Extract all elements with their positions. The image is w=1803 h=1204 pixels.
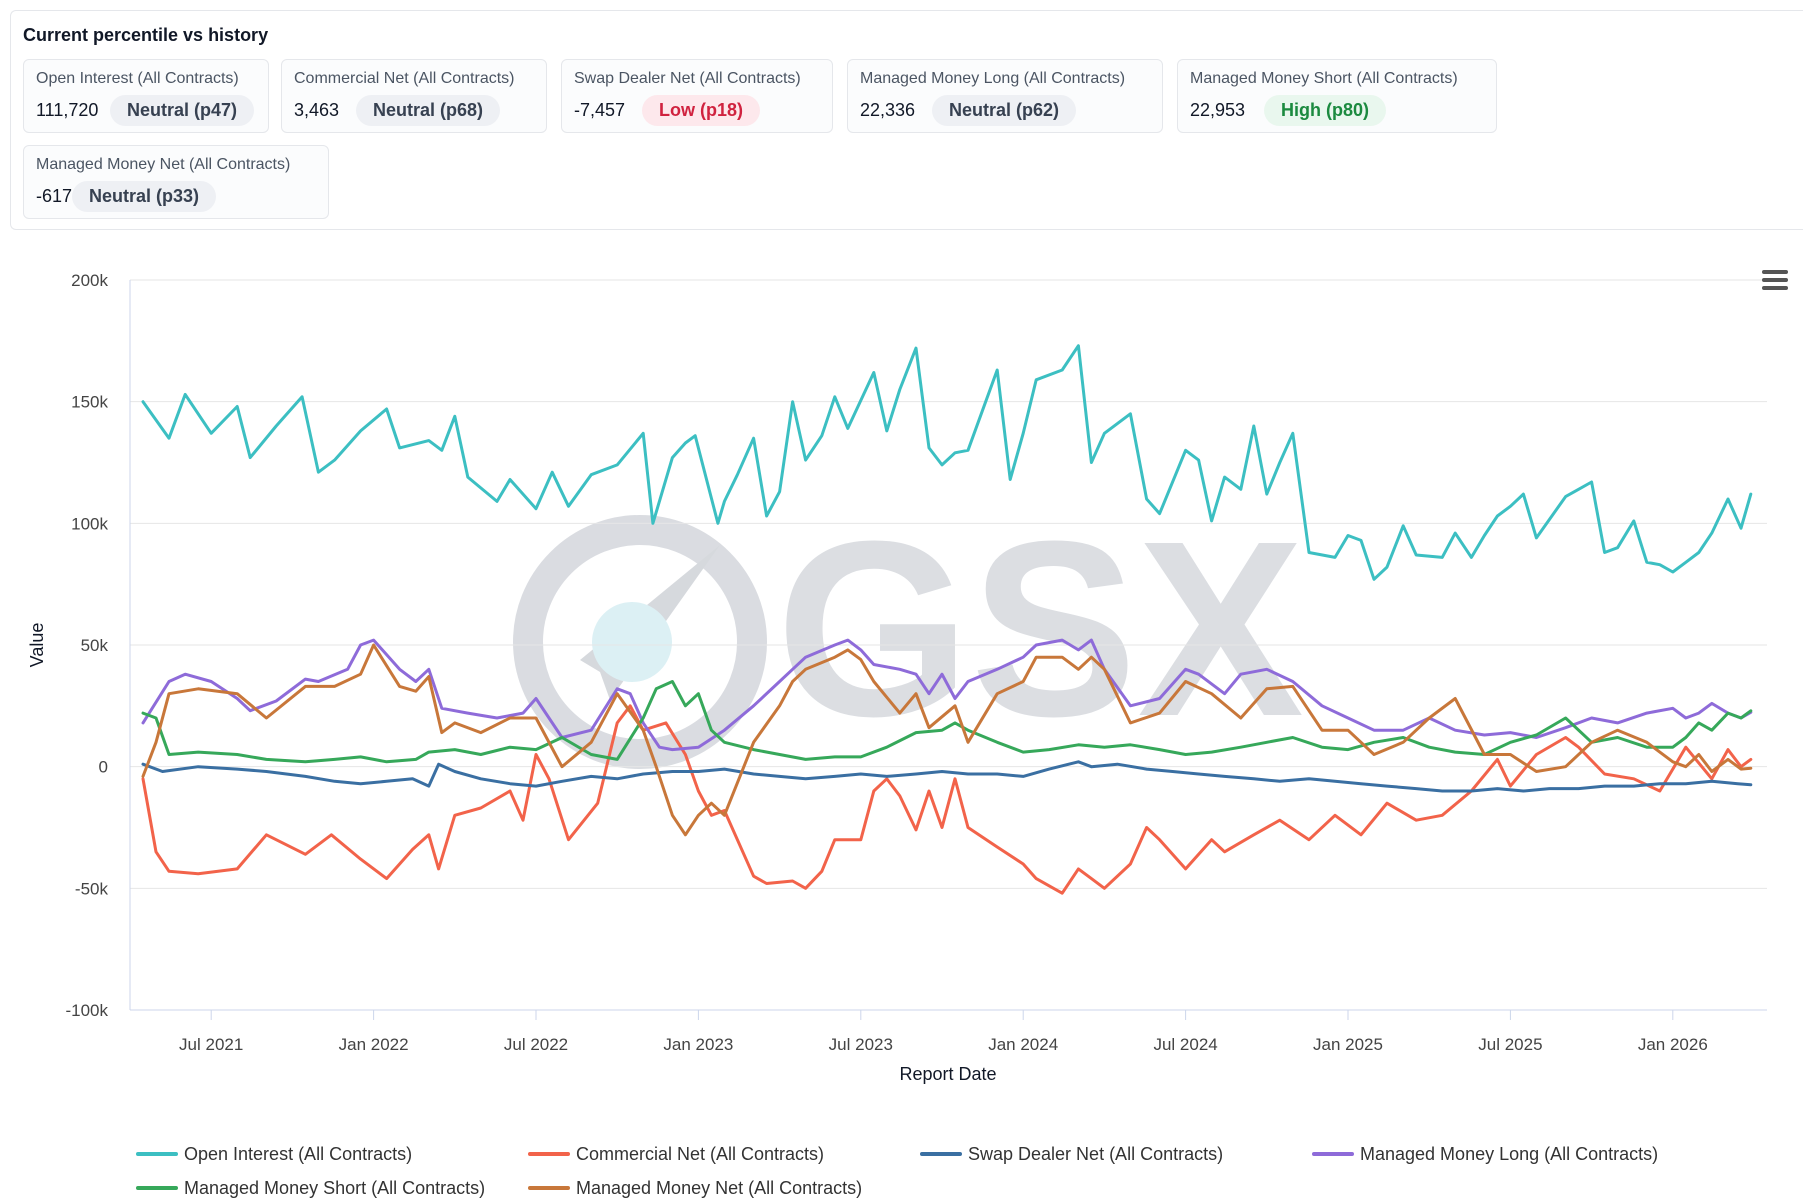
- status-badge: Neutral (p47): [110, 95, 255, 126]
- y-tick-label: -50k: [75, 879, 109, 898]
- card-label: Open Interest (All Contracts): [36, 70, 239, 87]
- series-line: [141, 760, 1753, 793]
- legend-label: Managed Money Net (All Contracts): [576, 1178, 862, 1198]
- legend-item: Managed Money Short (All Contracts): [136, 1178, 485, 1198]
- legend-item: Managed Money Net (All Contracts): [528, 1178, 862, 1198]
- y-axis-label: Value: [27, 623, 47, 668]
- card-commercial-net: Commercial Net (All Contracts) 3,463 Neu…: [281, 59, 547, 133]
- watermark-text: GSX: [776, 489, 1304, 768]
- card-label: Swap Dealer Net (All Contracts): [574, 70, 801, 87]
- x-tick-label: Jan 2026: [1638, 1035, 1708, 1054]
- legend-item: Managed Money Long (All Contracts): [1312, 1144, 1658, 1164]
- status-badge: Neutral (p68): [356, 95, 501, 126]
- x-axis-label: Report Date: [899, 1064, 996, 1084]
- card-swap-dealer-net: Swap Dealer Net (All Contracts) -7,457 L…: [561, 59, 833, 133]
- series-line: [141, 643, 1753, 837]
- series-lines: [141, 344, 1753, 895]
- watermark-dot: [592, 602, 672, 682]
- status-badge: Low (p18): [642, 95, 760, 126]
- card-value: 111,720: [36, 100, 99, 120]
- card-value: -617: [36, 186, 73, 206]
- watermark-ring: [513, 515, 767, 769]
- y-tick-label: 150k: [71, 393, 108, 412]
- card-managed-money-short: Managed Money Short (All Contracts) 22,9…: [1177, 59, 1497, 133]
- legend-label: Commercial Net (All Contracts): [576, 1144, 824, 1164]
- card-managed-money-long: Managed Money Long (All Contracts) 22,33…: [847, 59, 1163, 133]
- y-tick-label: 200k: [71, 271, 108, 290]
- y-tick-label: 50k: [81, 636, 109, 655]
- card-label: Managed Money Long (All Contracts): [860, 70, 1126, 87]
- x-tick-label: Jul 2021: [179, 1035, 243, 1054]
- y-tick-label: -100k: [65, 1001, 108, 1020]
- legend-label: Swap Dealer Net (All Contracts): [968, 1144, 1223, 1164]
- legend-item: Swap Dealer Net (All Contracts): [920, 1144, 1223, 1164]
- y-tick-label: 100k: [71, 514, 108, 533]
- x-tick-label: Jan 2025: [1313, 1035, 1383, 1054]
- status-badge: High (p80): [1264, 95, 1386, 126]
- x-tick-label: Jan 2022: [339, 1035, 409, 1054]
- card-value: 22,953: [1190, 100, 1246, 120]
- card-open-interest: Open Interest (All Contracts) 111,720 Ne…: [23, 59, 269, 133]
- x-tick-label: Jul 2023: [829, 1035, 893, 1054]
- gsx-watermark: GSX: [513, 489, 1304, 769]
- x-axis: Jul 2021 Jan 2022 Jul 2022 Jan 2023 Jul 2023…: [130, 1009, 1767, 1054]
- hamburger-menu-icon[interactable]: [1762, 270, 1788, 290]
- card-managed-money-net: Managed Money Net (All Contracts) -617 N…: [23, 145, 329, 219]
- card-value: -7,457: [574, 100, 626, 120]
- x-tick-label: Jul 2024: [1153, 1035, 1217, 1054]
- legend-label: Managed Money Long (All Contracts): [1360, 1144, 1658, 1164]
- status-badge: Neutral (p33): [72, 181, 217, 212]
- legend-item: Commercial Net (All Contracts): [528, 1144, 824, 1164]
- y-axis: 200k 150k 100k 50k 0 -50k -100k: [65, 271, 131, 1020]
- x-tick-label: Jul 2022: [504, 1035, 568, 1054]
- card-label: Managed Money Short (All Contracts): [1190, 70, 1458, 87]
- x-tick-label: Jan 2024: [988, 1035, 1058, 1054]
- card-value: 3,463: [294, 100, 340, 120]
- panel-title: Current percentile vs history: [23, 25, 269, 45]
- grid-lines: [130, 279, 1767, 1011]
- legend-item: Open Interest (All Contracts): [136, 1144, 412, 1164]
- status-badge: Neutral (p62): [932, 95, 1077, 126]
- card-value: 22,336: [860, 100, 916, 120]
- series-line: [141, 344, 1753, 581]
- series-line: [141, 638, 1753, 752]
- legend-label: Managed Money Short (All Contracts): [184, 1178, 485, 1198]
- card-label: Commercial Net (All Contracts): [294, 70, 515, 87]
- x-tick-label: Jan 2023: [663, 1035, 733, 1054]
- x-tick-label: Jul 2025: [1478, 1035, 1542, 1054]
- legend-label: Open Interest (All Contracts): [184, 1144, 412, 1164]
- series-line: [141, 680, 1753, 764]
- legend: Open Interest (All Contracts) Commercial …: [136, 1144, 1658, 1198]
- y-tick-label: 0: [99, 758, 108, 777]
- card-label: Managed Money Net (All Contracts): [36, 156, 291, 173]
- percentile-panel: Current percentile vs history Open Inter…: [10, 10, 1803, 230]
